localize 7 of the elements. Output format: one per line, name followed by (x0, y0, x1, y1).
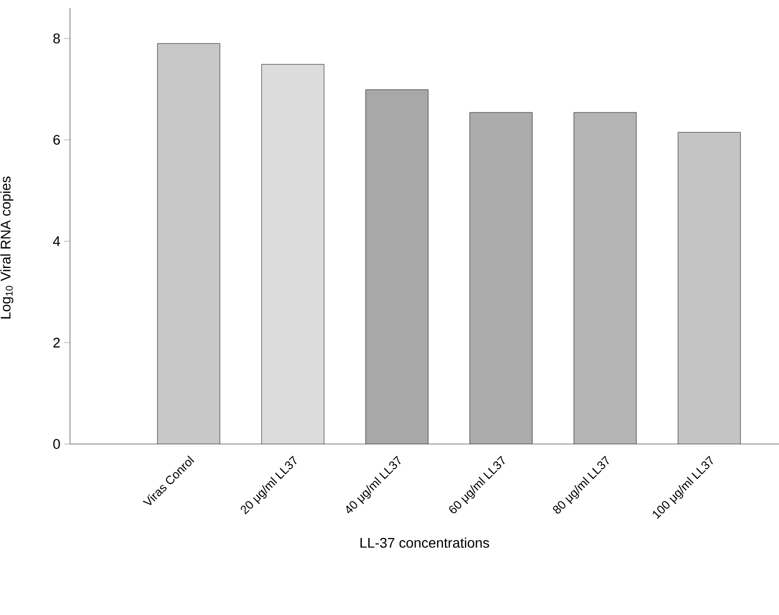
y-tick-label: 6 (53, 134, 60, 145)
x-axis-title: LL-37 concentrations (360, 538, 490, 548)
y-axis-title: Log$_{10}$ Viral RNA copies (0, 176, 14, 318)
y-tick-label: 0 (53, 439, 60, 449)
y-tick-label: 8 (53, 33, 60, 44)
y-tick-label: 4 (53, 236, 60, 246)
y-tick-label: 2 (53, 338, 60, 348)
